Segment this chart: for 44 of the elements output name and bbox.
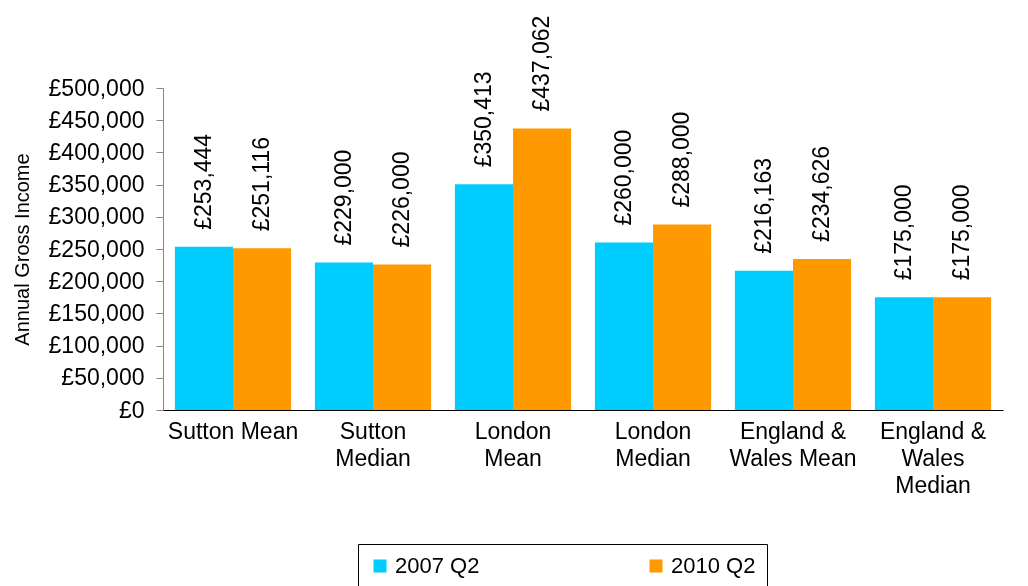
data-label: £234,626	[808, 145, 835, 242]
x-tick-label: Sutton Mean	[167, 417, 299, 444]
bar	[653, 224, 712, 410]
y-tick-label: £100,000	[48, 332, 145, 359]
x-tick-label: London Mean	[474, 417, 552, 471]
y-tick-label: £300,000	[48, 203, 145, 230]
legend-label: 2010 Q2	[671, 553, 756, 578]
bar	[513, 128, 572, 410]
data-label: £253,444	[189, 133, 216, 230]
bar	[793, 258, 852, 410]
bar	[734, 270, 793, 410]
x-tick-label: Sutton Median	[335, 417, 411, 471]
bar	[594, 242, 653, 410]
data-label: £175,000	[948, 184, 975, 281]
bar	[314, 262, 373, 410]
x-tick-label: England & Wales Median	[879, 417, 987, 498]
x-tick-label: England & Wales Mean	[729, 417, 857, 471]
data-label: £216,163	[749, 157, 776, 254]
legend-label: 2007 Q2	[395, 553, 480, 578]
data-label: £260,000	[609, 129, 636, 226]
data-label: £226,000	[388, 151, 415, 248]
bar	[454, 184, 513, 410]
y-tick-label: £200,000	[48, 267, 145, 294]
bar	[874, 297, 933, 410]
data-label: £350,413	[469, 71, 496, 168]
bar	[174, 246, 233, 410]
data-label: £437,062	[528, 15, 555, 112]
y-tick-label: £150,000	[48, 299, 145, 326]
y-axis-title: Annual Gross Income	[10, 153, 33, 346]
data-label: £288,000	[668, 111, 695, 208]
bar	[373, 264, 432, 410]
x-tick-label: London Median	[614, 417, 692, 471]
bar	[933, 297, 992, 410]
y-tick-label: £450,000	[48, 106, 145, 133]
bar	[233, 248, 292, 410]
y-tick-label: £250,000	[48, 235, 145, 262]
y-tick-label: £350,000	[48, 171, 145, 198]
data-label: £229,000	[329, 149, 356, 246]
y-tick-label: £0	[118, 396, 145, 423]
data-label: £175,000	[889, 184, 916, 281]
y-tick-label: £50,000	[61, 364, 145, 391]
y-tick-label: £500,000	[48, 74, 145, 101]
y-tick-label: £400,000	[48, 138, 145, 165]
data-label: £251,116	[248, 137, 275, 232]
